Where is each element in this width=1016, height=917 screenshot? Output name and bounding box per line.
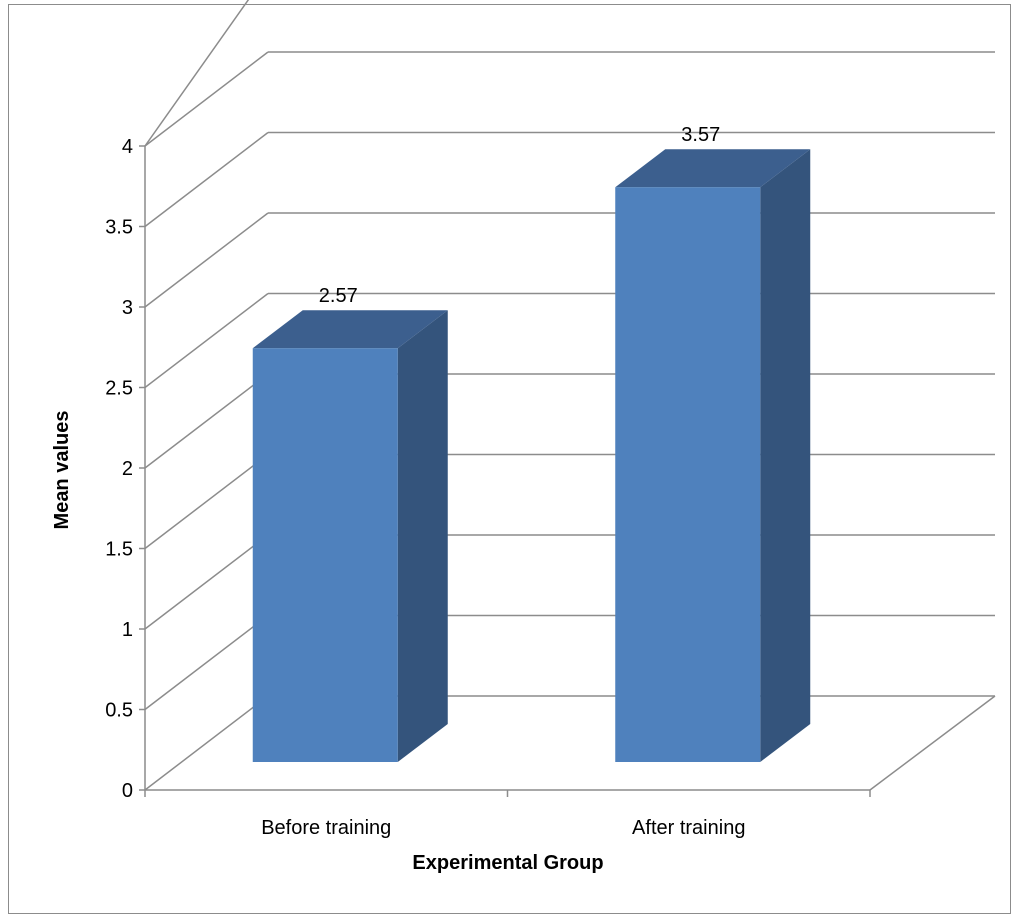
bar	[615, 149, 811, 763]
data-label: 2.57	[319, 285, 358, 307]
y-tick-label: 0	[122, 780, 133, 802]
gridline-side-top	[144, 0, 250, 147]
chart-frame	[8, 4, 1011, 914]
gridline-side	[144, 695, 269, 791]
y-tick-label: 1.5	[105, 539, 133, 561]
x-tick-label: After training	[632, 817, 745, 839]
y-tick-label: 0.5	[105, 700, 133, 722]
data-labels: 2.57 3.57	[319, 124, 720, 307]
bar	[252, 310, 448, 762]
y-axis-title: Mean values	[51, 411, 73, 530]
axes	[139, 145, 996, 797]
bars	[252, 149, 811, 763]
gridline-side	[144, 373, 269, 469]
y-tick-label: 2.5	[105, 378, 133, 400]
gridline-side	[144, 51, 269, 147]
y-tick-label: 2	[122, 458, 133, 480]
gridline-side	[144, 292, 269, 389]
y-tick-label: 1	[122, 619, 133, 641]
bar-front-face	[615, 187, 761, 763]
bar-side-face	[397, 310, 448, 762]
bar-front-face	[252, 348, 398, 762]
data-label: 3.57	[681, 124, 720, 146]
tick-labels: 0 0.5 1 1.5 2 2.5 3 3.5 4 Before training After tr…	[105, 136, 745, 839]
y-tick-label: 4	[122, 136, 133, 158]
bar-top-face	[252, 310, 448, 349]
y-tick-label: 3.5	[105, 217, 133, 239]
gridline-side	[144, 614, 269, 711]
floor-right-edge	[869, 695, 996, 791]
x-axis-title: Experimental Group	[412, 852, 603, 874]
x-tick-label: Before training	[261, 817, 391, 839]
gridline-side	[144, 534, 269, 630]
gridline-side	[144, 131, 269, 228]
bar-top-face	[615, 149, 811, 188]
bar-side-face	[760, 149, 811, 763]
gridline-side	[144, 453, 269, 550]
y-tick-label: 3	[122, 297, 133, 319]
gridline-side	[144, 212, 269, 308]
